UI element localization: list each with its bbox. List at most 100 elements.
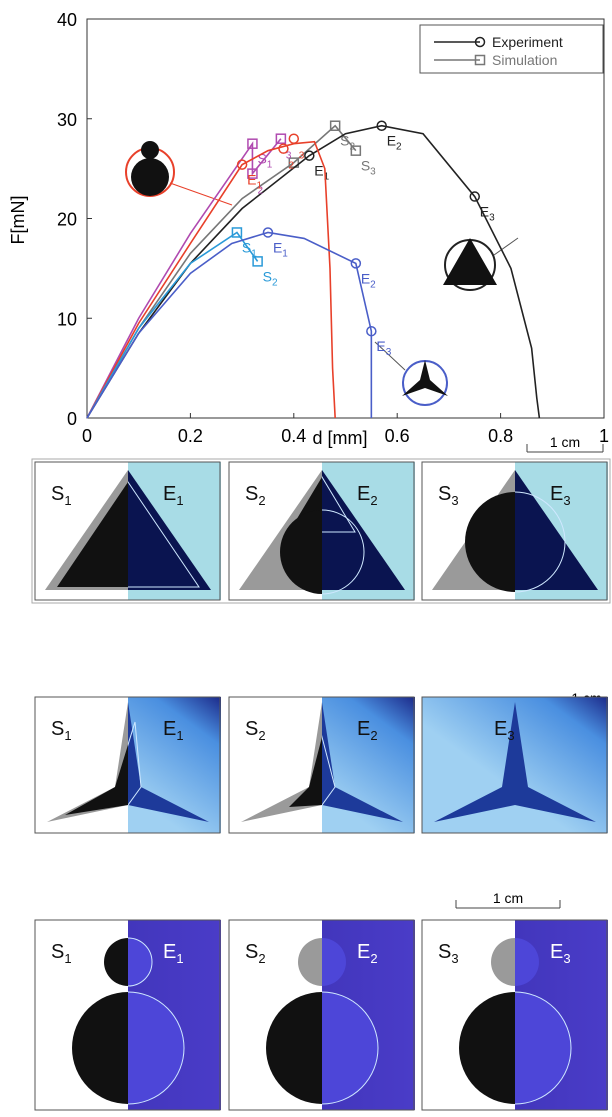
panel-label-sub: 1: [176, 951, 183, 966]
marker: [278, 143, 289, 154]
marker: [231, 227, 243, 238]
panel: S2 E2: [228, 696, 415, 834]
simulation-half: [422, 462, 515, 600]
panel-frame: [34, 696, 221, 834]
simulation-half: [422, 920, 515, 1110]
point-label-text: 3: [286, 151, 292, 162]
point-label-sub: 2: [370, 279, 376, 290]
panel-label: E3: [550, 941, 571, 966]
panel-label-sub: 2: [258, 728, 265, 743]
series-line: [86, 140, 336, 419]
panel-label-text: E: [357, 718, 370, 740]
point-label-text: E: [387, 133, 396, 149]
panel-label-sub: 2: [258, 951, 265, 966]
x-tick-label: 1: [599, 426, 609, 446]
point-label-text: E: [247, 172, 256, 188]
panel-label: S2: [245, 941, 266, 966]
y-axis-label: F[mN]: [8, 196, 28, 245]
icon-tripod: [374, 341, 448, 406]
point-label: S2: [340, 133, 355, 153]
panel-image: [422, 697, 608, 833]
x-tick-label: 0.6: [385, 426, 410, 446]
point-label-text: 3: [299, 151, 305, 162]
panel-label-text: S: [438, 483, 451, 505]
marker: [350, 145, 362, 156]
panel-frame: [421, 696, 608, 834]
panel-label-sub: 1: [176, 728, 183, 743]
point-label-sub: 3: [489, 213, 495, 224]
simulation-half: [229, 697, 322, 833]
marker: [247, 168, 258, 179]
point-label-text: E: [480, 204, 489, 220]
y-tick-label: 10: [57, 309, 77, 329]
panel-label-text: E: [357, 483, 370, 505]
panel-label-sub: 2: [370, 493, 377, 508]
experiment-half: [128, 697, 221, 833]
point-label: 3: [286, 151, 292, 162]
row-frame: [31, 458, 611, 604]
marker: [474, 36, 486, 48]
scale-bar-label: 1 cm: [550, 434, 580, 450]
panel-label: E2: [357, 941, 378, 966]
marker: [366, 325, 377, 337]
panel-label-text: S: [245, 941, 258, 963]
marker: [376, 120, 387, 131]
panel-label-sub: 2: [370, 728, 377, 743]
point-label-text: 2: [257, 186, 263, 197]
point-label-sub: 1: [251, 248, 257, 259]
point-label-text: S: [242, 239, 251, 255]
experiment-half: [515, 462, 608, 600]
legend-label: Simulation: [492, 52, 557, 68]
point-label: E3: [376, 338, 391, 358]
experiment-half: [422, 697, 608, 833]
marker: [304, 150, 315, 161]
panel-label-text: E: [550, 941, 563, 963]
panel-label: E2: [357, 483, 378, 508]
point-label-text: S: [263, 268, 272, 284]
x-axis-label: d [mm]: [312, 428, 367, 448]
x-tick-label: 0: [82, 426, 92, 446]
y-tick-label: 30: [57, 110, 77, 130]
series-line: [86, 231, 259, 419]
y-tick-label: 40: [57, 10, 77, 30]
panel-label-sub: 1: [176, 493, 183, 508]
panel-label-sub: 1: [64, 493, 71, 508]
x-tick-label: 0.2: [178, 426, 203, 446]
point-label-text: S: [340, 133, 349, 149]
point-label-sub: 2: [272, 277, 278, 288]
panel-label: S2: [245, 718, 266, 743]
point-label: E2: [361, 270, 376, 290]
point-label: E1: [314, 163, 329, 183]
panel-label-sub: 3: [451, 951, 458, 966]
icon-triangle: [443, 237, 519, 291]
y-tick-label: 20: [57, 210, 77, 230]
panel-label-sub: 3: [563, 951, 570, 966]
panel-label-sub: 3: [507, 728, 514, 743]
point-label-text: E: [314, 163, 323, 179]
panel: E3: [421, 696, 608, 834]
panel-frame: [228, 919, 415, 1111]
experiment-half: [515, 920, 608, 1110]
panel-frame: [421, 461, 608, 601]
panel-label: S1: [51, 941, 72, 966]
panel-label-sub: 3: [563, 493, 570, 508]
panel-frame: [421, 919, 608, 1111]
point-label: E2: [387, 133, 402, 153]
marker: [247, 138, 258, 149]
point-label-text: E: [376, 338, 385, 354]
panel-label-text: E: [163, 483, 176, 505]
panel-image: [422, 462, 608, 600]
panel-label: S1: [51, 718, 72, 743]
plot-frame: [86, 18, 605, 419]
icon-round: [125, 141, 233, 206]
point-label-text: S: [361, 158, 370, 174]
panel: S1 E1: [34, 696, 221, 834]
panel: S1 E1: [34, 919, 221, 1111]
panel-frame: [228, 461, 415, 601]
legend-box: [419, 24, 604, 74]
panel-label-text: S: [51, 718, 64, 740]
x-tick-label: 0.8: [488, 426, 513, 446]
panel: S1 E1: [34, 461, 221, 601]
panel-image: [229, 462, 415, 600]
marker: [474, 54, 486, 66]
